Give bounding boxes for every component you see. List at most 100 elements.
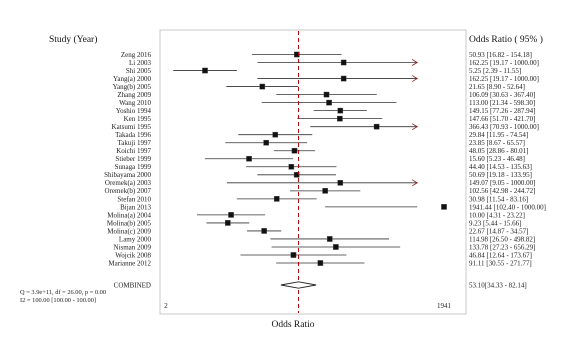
study-label: Wojcik 2008 [115,251,151,259]
study-point [373,123,380,130]
study-label: Shi 2005 [126,67,152,75]
odds-ratio-label: 48.05 [28.86 - 80.01] [469,147,529,155]
study-point [273,196,280,202]
odds-ratio-label: 91.11 [30.55 - 271.77] [469,259,532,267]
study-label: Stieber 1999 [115,155,151,163]
odds-ratio-label: 366.43 [70.93 - 1000.00] [469,123,539,131]
odds-ratio-label: 113.00 [21.34 - 598.30] [469,99,535,107]
study-label: Stefan 2010 [117,195,151,203]
study-label: Oremek(a) 2003 [105,179,152,187]
odds-ratio-label: 162.25 [19.17 - 1000.00] [469,59,539,67]
study-point [261,228,267,234]
study-point [225,220,231,226]
odds-ratio-label: 162.25 [19.17 - 1000.00] [469,75,539,83]
confidence-intervals [173,54,418,264]
study-point [441,204,447,210]
study-point [317,260,324,266]
combined-label: COMBINED [114,281,151,289]
study-point [246,155,252,162]
study-point [340,59,347,66]
study-label: Takuji 1997 [117,139,151,147]
odds-ratio-label: 1941.44 [102.40 - 1000.00] [469,203,546,211]
study-point [291,147,298,154]
study-label: Shibayama 2000 [104,171,151,179]
odds-ratio-label: 149.07 [9.05 - 1000.00] [469,179,536,187]
study-label: Oremek(b) 2007 [105,187,152,195]
combined-diamond [280,281,317,289]
study-label: Ken 1995 [124,115,152,123]
study-label: Zhang 2009 [117,91,151,99]
study-label: Yoshio 1994 [116,107,152,115]
study-point [322,188,328,194]
study-label: Nisman 2009 [113,243,151,251]
odds-ratio-label: 21.65 [8.90 - 52.64] [469,83,525,91]
odds-ratio-label: 5.25 [2.39 - 11.55] [469,67,521,75]
x-tick-min: 2 [164,302,168,310]
study-point [340,75,347,82]
study-column-header: Study (Year) [49,34,97,45]
odds-ratio-label: 106.09 [30.63 - 367.40] [469,91,536,99]
combined-odds-ratio: 53.10[34.33 - 82.14] [469,281,527,289]
odds-ratio-label: 23.85 [8.67 - 65.57] [469,139,525,147]
study-points [202,51,447,266]
odds-ratio-labels: 50.93 [16.82 - 154.18]162.25 [19.17 - 10… [469,51,546,268]
study-point [333,244,339,250]
study-label: Takada 1996 [115,131,151,139]
odds-ratio-label: 22.67 [14.87 - 34.57] [469,227,529,235]
study-label: Molina(a) 2004 [107,211,151,219]
odds-ratio-label: 9.23 [5.44 - 15.66] [469,219,522,227]
heterogeneity-q-stat: Q = 3.9e+11, df = 26.00, p = 0.00 [20,289,106,296]
plot-frame [159,29,467,315]
study-label: Li 2003 [129,59,151,67]
odds-ratio-label: 114.98 [26.50 - 498.82] [469,235,535,243]
odds-ratio-label: 10.00 [4.31 - 23.22] [469,211,525,219]
odds-ratio-label: 147.66 [51.70 - 421.70] [469,115,536,123]
study-point [337,115,343,122]
study-point [293,171,300,178]
odds-ratio-column-header: Odds Ratio ( 95% ) [469,34,543,45]
x-axis-label: Odds Ratio [271,320,314,330]
odds-ratio-label: 46.84 [12.64 - 173.67] [469,251,532,259]
study-point [337,180,344,186]
odds-ratio-label: 29.84 [11.95 - 74.54] [469,131,528,139]
study-point [290,252,297,258]
study-label: Yang(b) 2005 [113,83,152,91]
odds-ratio-label: 44.40 [14.53 - 135.63] [469,163,532,171]
study-point [263,139,269,146]
study-label: Yang(a) 2000 [113,75,151,83]
study-point [228,212,234,218]
study-point [326,99,332,106]
ci-arrow [411,59,418,66]
study-point [202,67,208,74]
study-point [323,91,330,98]
study-point [272,131,279,138]
study-label: Lamy 2000 [119,235,152,243]
ci-arrow [411,123,418,131]
study-label: Molina(c) 2009 [107,227,151,235]
odds-ratio-label: 149.15 [77.26 - 287.94] [469,107,536,115]
study-label: Wang 2010 [119,99,151,107]
study-point [294,51,300,58]
odds-ratio-label: 50.93 [16.82 - 154.18] [469,51,532,59]
study-label: Bijan 2013 [120,203,151,211]
x-tick-max: 1941 [437,302,452,310]
study-point [288,163,295,170]
study-point [337,107,344,114]
ci-arrow [411,75,418,82]
study-point [259,83,266,90]
odds-ratio-label: 102.56 [42.98 - 244.72] [469,187,536,195]
study-label: Molina(b) 2005 [107,219,152,227]
study-label: Zeng 2016 [121,51,152,59]
heterogeneity-i2: I2 = 100.00 [100.00 - 100.00] [20,297,96,304]
odds-ratio-label: 30.98 [11.54 - 83.16] [469,195,528,203]
study-label: Koichi 1997 [116,147,151,155]
study-label: Katsumi 1995 [112,123,152,131]
odds-ratio-label: 15.60 [5.23 - 46.48] [469,155,525,163]
ci-arrow [411,179,418,187]
odds-ratio-label: 133.78 [27.23 - 656.29] [469,243,536,251]
study-label: Marianne 2012 [108,259,151,267]
odds-ratio-label: 50.69 [19.18 - 133.95] [469,171,532,179]
study-point [326,236,333,242]
